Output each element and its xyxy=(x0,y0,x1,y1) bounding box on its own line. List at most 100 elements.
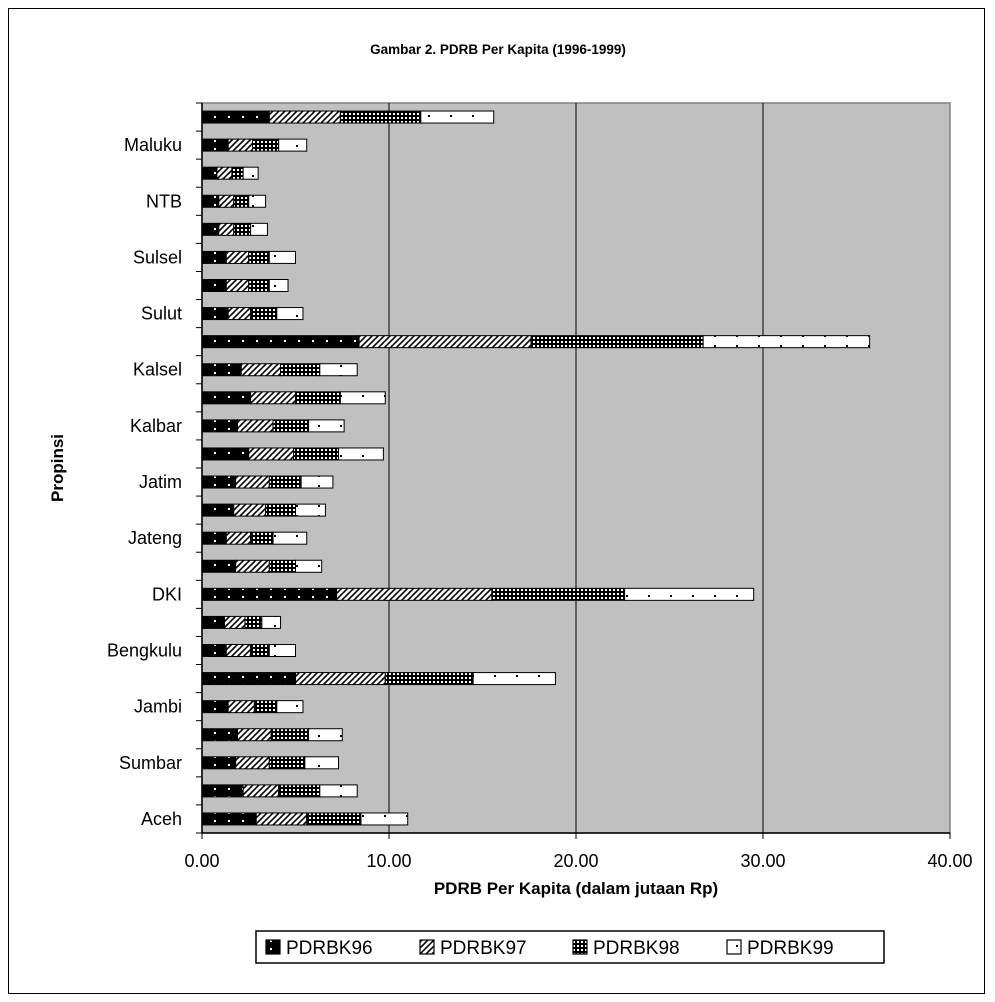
y-tick-label: NTB xyxy=(146,191,182,211)
bar-segment xyxy=(201,194,220,208)
bar-segment xyxy=(201,728,239,742)
bar-segment xyxy=(338,447,384,461)
bar-segment xyxy=(237,419,274,433)
bar-segment xyxy=(250,644,270,657)
y-tick-label: Aceh xyxy=(141,809,182,829)
bar-segment xyxy=(201,110,270,124)
y-tick-label: Kalbar xyxy=(130,416,182,436)
bar-segment xyxy=(295,391,341,405)
bar-segment xyxy=(276,307,304,321)
legend-box xyxy=(255,930,885,964)
bar-segment xyxy=(251,138,280,152)
bar-segment xyxy=(201,644,227,657)
y-tick-label: Kalsel xyxy=(133,360,182,380)
bar-segment xyxy=(339,391,386,405)
bar-segment xyxy=(272,531,308,545)
y-tick-label: Maluku xyxy=(124,135,182,155)
x-tick-label: 10.00 xyxy=(366,851,411,871)
bar-segment xyxy=(268,475,302,489)
bar-segment xyxy=(295,503,326,517)
bar-segment xyxy=(280,363,321,377)
bar-segment xyxy=(319,363,358,377)
y-tick-label: DKI xyxy=(152,584,182,604)
bar-segment xyxy=(225,279,250,292)
bar-segment xyxy=(233,222,252,236)
bar-segment xyxy=(242,166,259,180)
bar-segment xyxy=(201,672,296,686)
x-axis-title: PDRB Per Kapita (dalam jutaan Rp) xyxy=(434,879,718,898)
bar-segment xyxy=(624,587,755,601)
bar-segment xyxy=(268,559,297,573)
bar-segment xyxy=(336,587,493,601)
bar-segment xyxy=(223,615,246,629)
legend-swatch xyxy=(572,939,588,955)
bar-segment xyxy=(227,700,255,714)
bar-segment xyxy=(233,503,267,517)
bar-segment xyxy=(248,250,270,264)
bar-segment xyxy=(201,475,237,489)
bar-segment xyxy=(201,447,250,461)
bar-segment xyxy=(201,279,227,292)
bar-segment xyxy=(201,307,229,321)
bar-segment xyxy=(201,700,229,714)
legend-swatch xyxy=(419,939,435,955)
x-tick-labels: 0.00 10.00 20.00 30.00 40.00 xyxy=(184,851,972,871)
bar-segment xyxy=(201,222,220,236)
bar-segment xyxy=(218,194,235,208)
bar-segment xyxy=(201,391,252,405)
gridlines xyxy=(388,103,764,833)
bar-segment xyxy=(201,166,218,180)
bar-segment xyxy=(248,447,295,461)
bars xyxy=(201,110,871,826)
x-tick-label: 30.00 xyxy=(740,851,785,871)
bar-segment xyxy=(201,587,338,601)
bar-segment xyxy=(225,531,252,545)
bar-segment xyxy=(201,363,242,377)
bar-segment xyxy=(227,138,253,152)
bar-segment xyxy=(201,784,244,798)
bar-segment xyxy=(278,138,308,152)
bar-segment xyxy=(261,615,282,629)
chart-title: Gambar 2. PDRB Per Kapita (1996-1999) xyxy=(370,42,626,57)
bar-segment xyxy=(319,784,358,798)
y-axis-title: Propinsi xyxy=(48,434,67,502)
bar-segment xyxy=(702,335,871,349)
legend-label: PDRBK97 xyxy=(440,938,527,959)
bar-segment xyxy=(225,250,250,264)
bar-segment xyxy=(201,615,225,629)
bar-segment xyxy=(201,335,360,349)
bar-segment xyxy=(250,531,274,545)
y-tick-label: Jatim xyxy=(139,472,182,492)
bar-segment xyxy=(201,419,239,433)
bar-segment xyxy=(235,756,270,770)
bar-segment xyxy=(530,335,704,349)
bar-segment xyxy=(295,559,323,573)
bar-segment xyxy=(233,194,250,208)
bar-segment xyxy=(278,784,321,798)
bar-segment xyxy=(308,728,343,742)
bar-segment xyxy=(250,391,296,405)
bar-segment xyxy=(268,756,306,770)
bar-segment xyxy=(201,812,257,826)
legend-label: PDRBK96 xyxy=(286,938,373,959)
bar-segment xyxy=(339,110,422,124)
bar-segment xyxy=(293,447,340,461)
legend-swatch xyxy=(265,939,281,955)
bar-segment xyxy=(242,784,280,798)
bar-segment xyxy=(250,222,268,236)
bar-segment xyxy=(265,503,296,517)
bar-segment xyxy=(255,812,308,826)
y-tick-label: Bengkulu xyxy=(107,641,182,661)
y-tick-label: Jateng xyxy=(128,528,182,548)
bar-segment xyxy=(201,756,237,770)
bar-segment xyxy=(300,475,334,489)
bar-segment xyxy=(248,194,267,208)
bar-segment xyxy=(360,812,409,826)
y-tick-labels: Aceh Sumbar Jambi Bengkulu DKI Jateng Jatim Kal… xyxy=(107,135,182,829)
bar-segment xyxy=(268,110,341,124)
bar-segment xyxy=(253,700,278,714)
bar-segment xyxy=(268,644,297,657)
bar-segment xyxy=(472,672,556,686)
bar-segment xyxy=(201,531,227,545)
legend: PDRBK96 PDRBK97 PDRBK98 PDRBK99 xyxy=(265,938,834,959)
